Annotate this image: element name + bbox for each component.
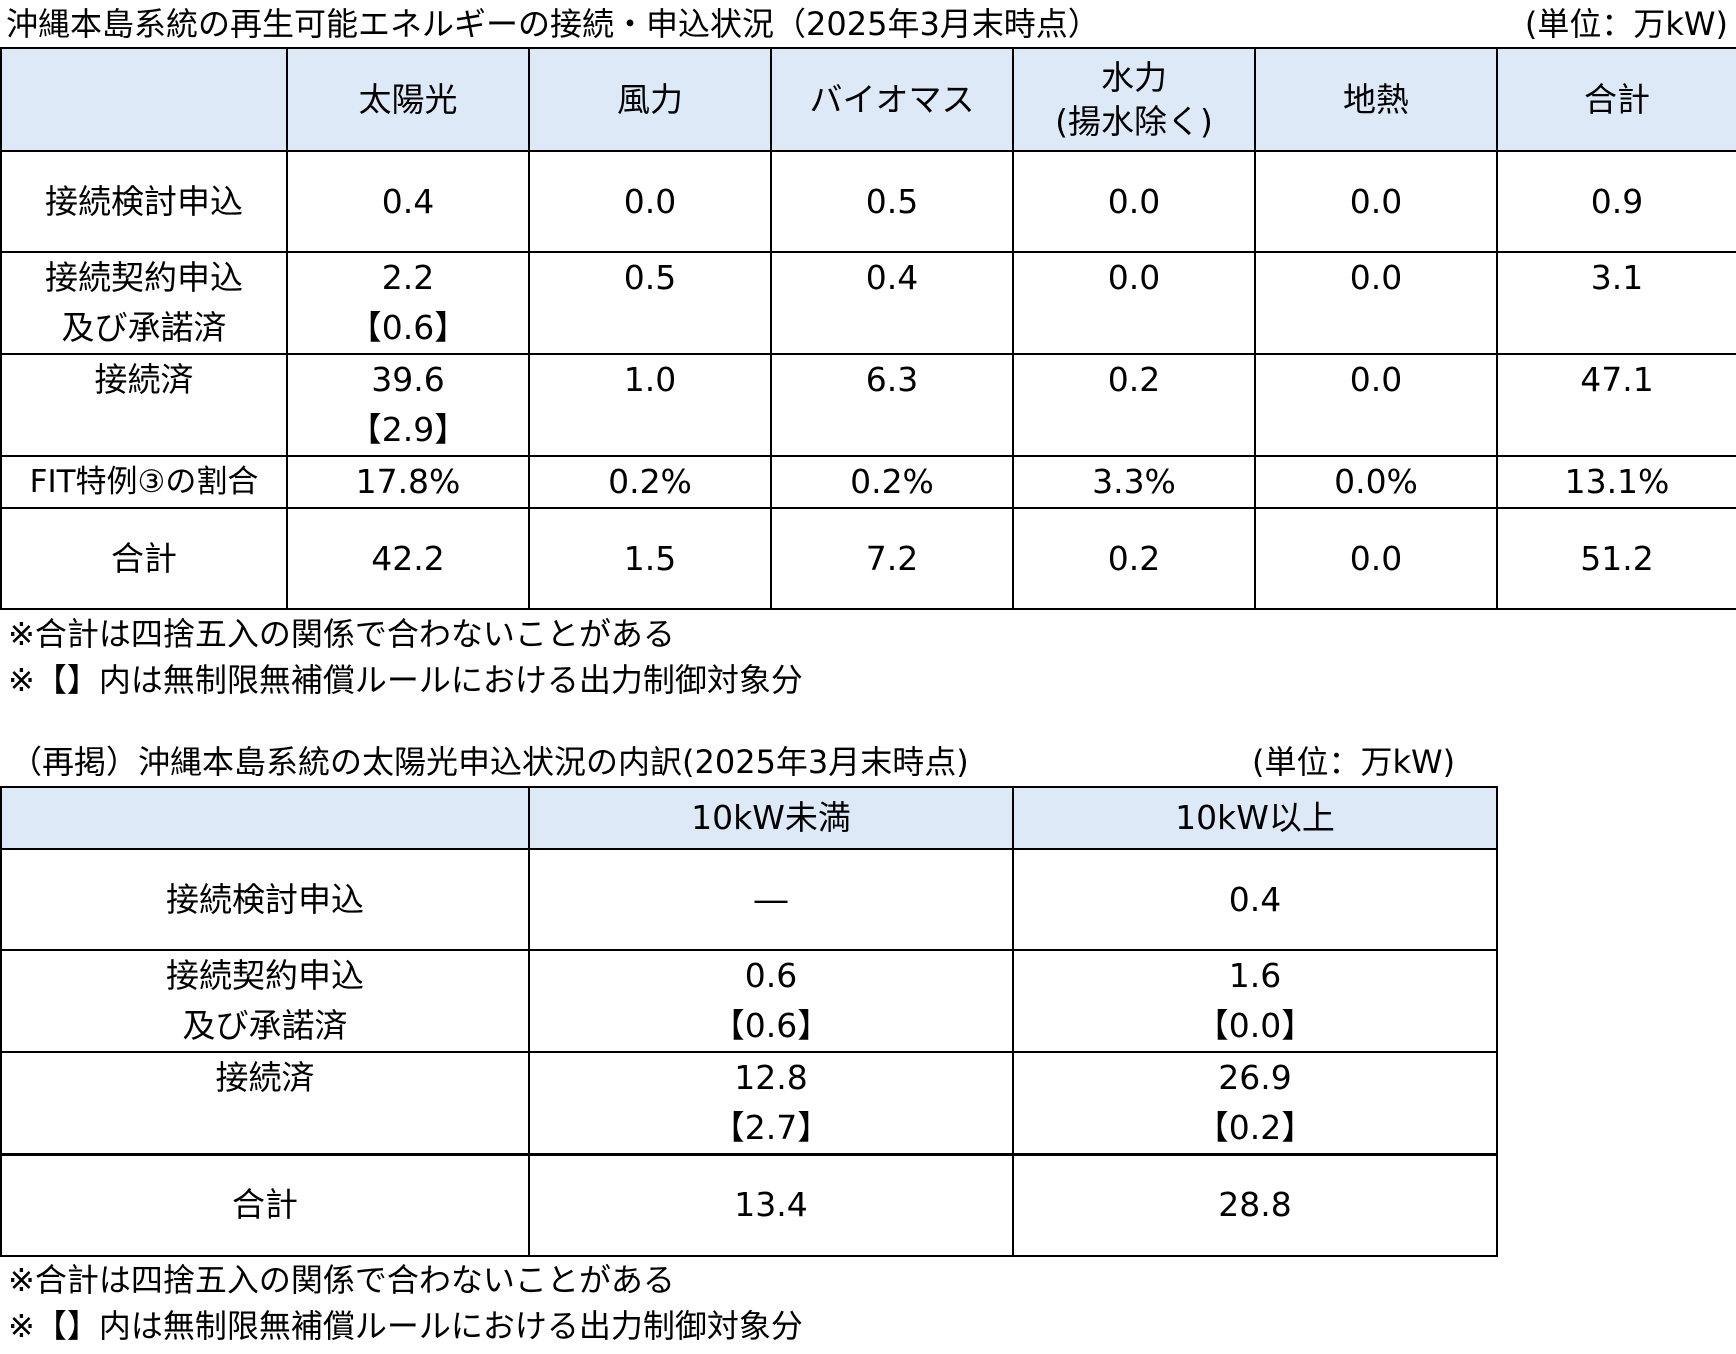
row-label: FIT特例③の割合 xyxy=(0,455,288,509)
header-wind: 風力 xyxy=(528,47,772,152)
cell-under-10kw: 12.8 【2.7】 xyxy=(528,1051,1014,1156)
header-total: 合計 xyxy=(1496,47,1736,152)
header-geothermal: 地熱 xyxy=(1254,47,1498,152)
cell-total: 47.1 xyxy=(1496,353,1736,457)
header-corner xyxy=(0,786,530,850)
cell-under-10kw: 13.4 xyxy=(528,1153,1014,1257)
table-row: 接続済 12.8 【2.7】 26.9 【0.2】 xyxy=(0,1051,1498,1156)
cell-geothermal: 0.0% xyxy=(1254,455,1498,509)
row-label: 合計 xyxy=(0,1153,530,1257)
cell-total: 51.2 xyxy=(1496,507,1736,610)
header-corner xyxy=(0,47,288,152)
cell-solar-value: 2.2 xyxy=(381,258,435,297)
cell-solar-bracket: 【2.9】 xyxy=(348,410,468,449)
header-hydro-line1: 水力 xyxy=(1101,57,1167,97)
table-row: 合計 42.2 1.5 7.2 0.2 0.0 51.2 xyxy=(0,507,1736,610)
cell-total: 0.9 xyxy=(1496,150,1736,253)
cell-geothermal: 0.0 xyxy=(1254,150,1498,253)
header-hydro: 水力 (揚水除く) xyxy=(1012,47,1256,152)
cell-solar: 39.6 【2.9】 xyxy=(286,353,530,457)
row-label: 接続検討申込 xyxy=(0,150,288,253)
table2-header-row: 10kW未満 10kW以上 xyxy=(0,786,1498,850)
header-over-10kw: 10kW以上 xyxy=(1012,786,1498,850)
cell-solar-bracket: 【0.6】 xyxy=(348,308,468,347)
cell-hydro: 3.3% xyxy=(1012,455,1256,509)
row-label: 接続契約申込 及び承諾済 xyxy=(0,251,288,355)
cell-value: 0.6 xyxy=(744,956,798,995)
cell-value: 1.6 xyxy=(1228,956,1282,995)
cell-biomass: 6.3 xyxy=(770,353,1014,457)
table1-note-brackets: ※【】内は無制限無補償ルールにおける出力制御対象分 xyxy=(8,661,803,699)
header-solar: 太陽光 xyxy=(286,47,530,152)
table1-unit: (単位：万kW) xyxy=(1524,5,1728,43)
cell-under-10kw: 0.6 【0.6】 xyxy=(528,949,1014,1053)
cell-wind: 0.2% xyxy=(528,455,772,509)
cell-bracket: 【0.6】 xyxy=(711,1006,831,1045)
table2-note-brackets: ※【】内は無制限無補償ルールにおける出力制御対象分 xyxy=(8,1307,803,1345)
cell-geothermal: 0.0 xyxy=(1254,507,1498,610)
cell-wind: 0.5 xyxy=(528,251,772,355)
cell-wind: 0.0 xyxy=(528,150,772,253)
table-row: 合計 13.4 28.8 xyxy=(0,1153,1498,1257)
row-label: 接続済 xyxy=(0,353,288,457)
header-under-10kw: 10kW未満 xyxy=(528,786,1014,850)
cell-solar-value: 39.6 xyxy=(371,360,445,399)
table-row: 接続検討申込 ― 0.4 xyxy=(0,848,1498,951)
table-row: 接続済 39.6 【2.9】 1.0 6.3 0.2 0.0 47.1 xyxy=(0,353,1736,457)
cell-under-10kw: ― xyxy=(528,848,1014,951)
solar-breakdown-table: 10kW未満 10kW以上 接続検討申込 ― 0.4 接続契約申込 及び承諾済 … xyxy=(0,786,1498,1257)
table1-title: 沖縄本島系統の再生可能エネルギーの接続・申込状況（2025年3月末時点） xyxy=(6,5,1100,43)
table2-note-rounding: ※合計は四捨五入の関係で合わないことがある xyxy=(8,1261,675,1299)
table-row: 接続契約申込 及び承諾済 2.2 【0.6】 0.5 0.4 0.0 0.0 3… xyxy=(0,251,1736,355)
row-label-line1: 接続契約申込 xyxy=(166,956,364,995)
cell-hydro: 0.2 xyxy=(1012,507,1256,610)
cell-solar: 2.2 【0.6】 xyxy=(286,251,530,355)
cell-total: 3.1 xyxy=(1496,251,1736,355)
cell-biomass: 0.5 xyxy=(770,150,1014,253)
table2-title: （再掲）沖縄本島系統の太陽光申込状況の内訳(2025年3月末時点) xyxy=(10,743,969,781)
cell-bracket: 【0.2】 xyxy=(1195,1108,1315,1147)
cell-over-10kw: 26.9 【0.2】 xyxy=(1012,1051,1498,1156)
cell-hydro: 0.0 xyxy=(1012,150,1256,253)
cell-geothermal: 0.0 xyxy=(1254,251,1498,355)
row-label-line2: 及び承諾済 xyxy=(182,1006,348,1045)
cell-total: 13.1% xyxy=(1496,455,1736,509)
row-label: 合計 xyxy=(0,507,288,610)
row-label: 接続契約申込 及び承諾済 xyxy=(0,949,530,1053)
cell-hydro: 0.0 xyxy=(1012,251,1256,355)
cell-value: 26.9 xyxy=(1218,1058,1292,1097)
cell-wind: 1.5 xyxy=(528,507,772,610)
cell-over-10kw: 0.4 xyxy=(1012,848,1498,951)
row-label: 接続済 xyxy=(0,1051,530,1156)
row-label-line1: 接続契約申込 xyxy=(45,258,243,297)
table2-unit: (単位：万kW) xyxy=(1252,743,1456,781)
cell-over-10kw: 1.6 【0.0】 xyxy=(1012,949,1498,1053)
table1-note-rounding: ※合計は四捨五入の関係で合わないことがある xyxy=(8,615,675,653)
cell-solar: 17.8% xyxy=(286,455,530,509)
cell-bracket: 【2.7】 xyxy=(711,1108,831,1147)
table-row: FIT特例③の割合 17.8% 0.2% 0.2% 3.3% 0.0% 13.1… xyxy=(0,455,1736,509)
cell-over-10kw: 28.8 xyxy=(1012,1153,1498,1257)
cell-solar: 42.2 xyxy=(286,507,530,610)
cell-bracket: 【0.0】 xyxy=(1195,1006,1315,1045)
cell-hydro: 0.2 xyxy=(1012,353,1256,457)
renewable-energy-table: 太陽光 風力 バイオマス 水力 (揚水除く) 地熱 合計 接続検討申込 0.4 … xyxy=(0,47,1736,610)
header-biomass: バイオマス xyxy=(770,47,1014,152)
cell-biomass: 0.2% xyxy=(770,455,1014,509)
cell-wind: 1.0 xyxy=(528,353,772,457)
table1-header-row: 太陽光 風力 バイオマス 水力 (揚水除く) 地熱 合計 xyxy=(0,47,1736,152)
cell-biomass: 7.2 xyxy=(770,507,1014,610)
cell-biomass: 0.4 xyxy=(770,251,1014,355)
cell-value: 12.8 xyxy=(734,1058,808,1097)
row-label-line2: 及び承諾済 xyxy=(61,308,227,347)
header-hydro-line2: (揚水除く) xyxy=(1055,101,1213,141)
row-label: 接続検討申込 xyxy=(0,848,530,951)
cell-solar: 0.4 xyxy=(286,150,530,253)
table-row: 接続契約申込 及び承諾済 0.6 【0.6】 1.6 【0.0】 xyxy=(0,949,1498,1053)
table-row: 接続検討申込 0.4 0.0 0.5 0.0 0.0 0.9 xyxy=(0,150,1736,253)
cell-geothermal: 0.0 xyxy=(1254,353,1498,457)
